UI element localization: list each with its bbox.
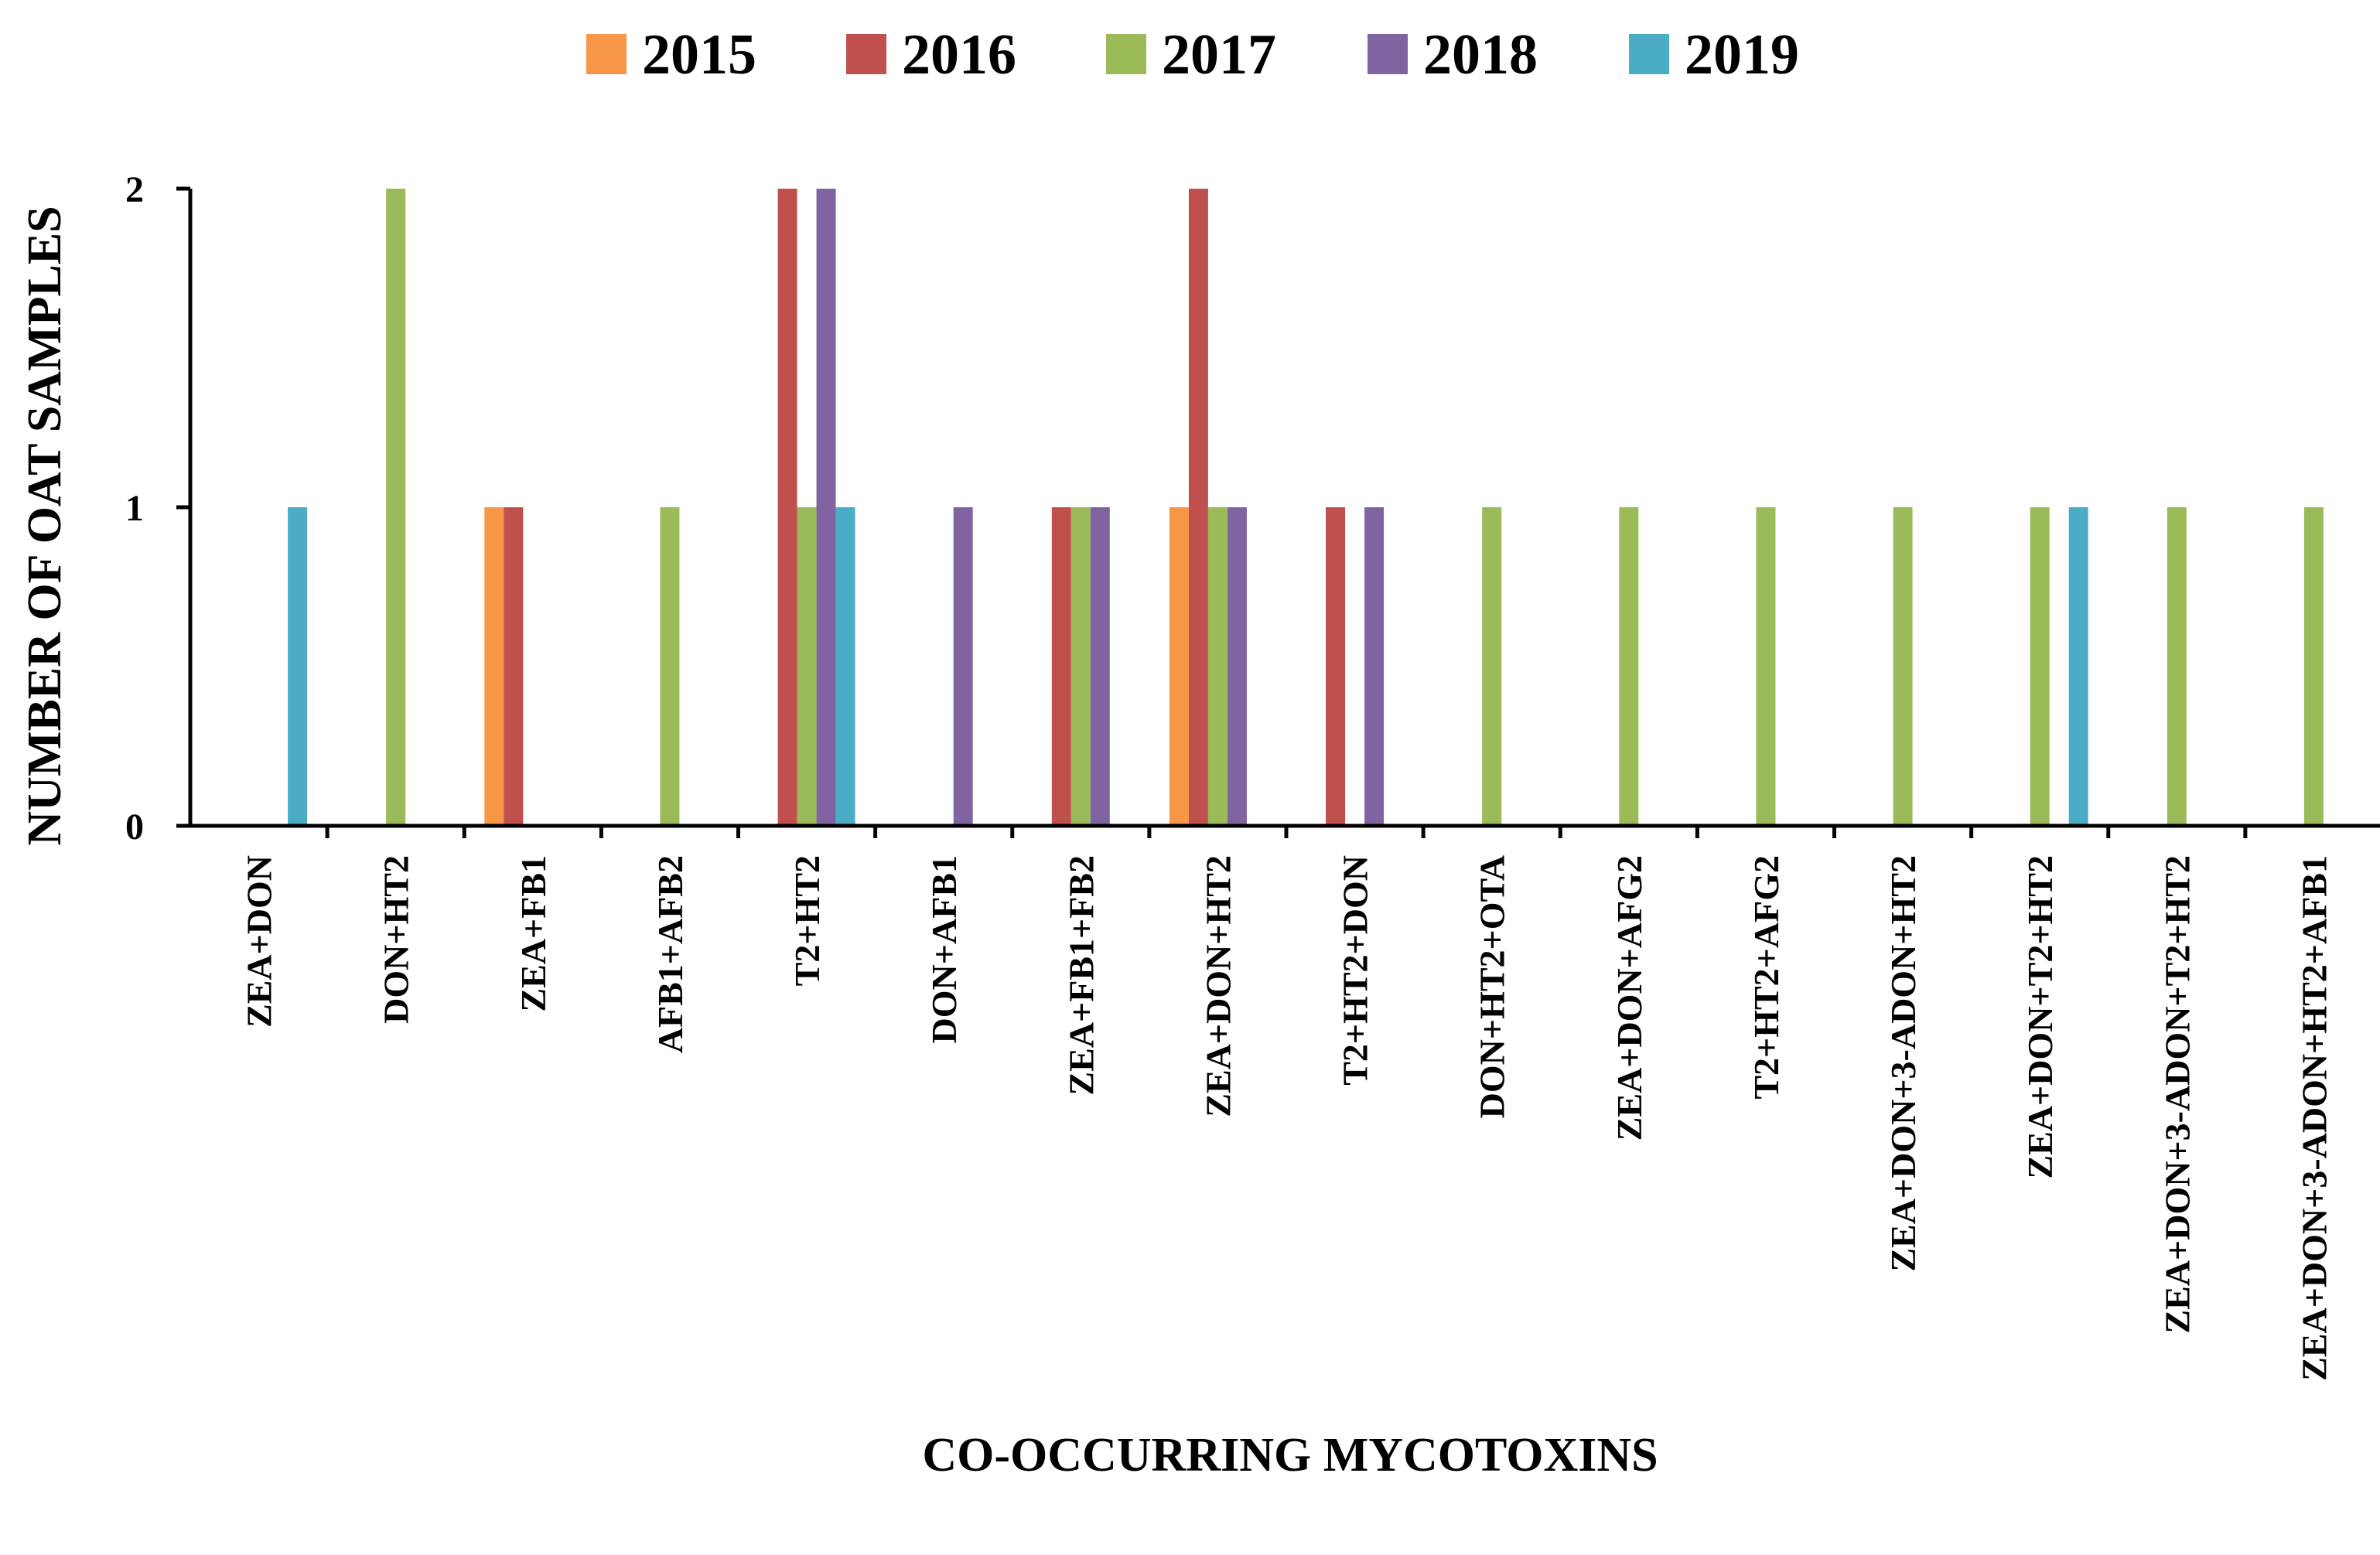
bar-2016-9 — [1326, 507, 1346, 826]
bar-2016-8 — [1188, 189, 1208, 826]
bar-2017-16 — [2303, 507, 2324, 826]
bar-2017-11 — [1619, 507, 1639, 826]
x-tick-label-5: T2+HT2 — [787, 855, 827, 986]
legend-item-2016: 2016 — [846, 23, 1016, 87]
y-ticks: 0 1 2 — [125, 169, 190, 847]
legend-swatch-2016 — [846, 34, 886, 74]
legend: 2015 2016 2017 2018 2019 — [586, 23, 1799, 87]
bar-2017-14 — [2030, 507, 2050, 826]
y-tick-label-1: 1 — [125, 488, 144, 529]
x-tick-label-14: ZEA+DON+T2+HT2 — [2020, 855, 2060, 1179]
bar-2017-4 — [660, 507, 680, 826]
bar-2016-7 — [1051, 507, 1071, 826]
x-tick-label-6: DON+AFB1 — [924, 855, 964, 1043]
legend-swatch-2019 — [1629, 34, 1669, 74]
legend-label-2016: 2016 — [902, 23, 1016, 87]
x-tick-label-15: ZEA+DON+3-ADON+T2+HT2 — [2157, 855, 2197, 1334]
legend-swatch-2017 — [1106, 34, 1146, 74]
bar-2018-5 — [816, 189, 836, 826]
x-tick-label-16: ZEA+DON+3-ADON+HT2+AFB1 — [2294, 855, 2334, 1381]
bar-2017-5 — [797, 507, 817, 826]
x-tick-label-11: ZEA+DON+AFG2 — [1610, 855, 1649, 1141]
bar-2018-7 — [1090, 507, 1110, 826]
legend-item-2018: 2018 — [1368, 23, 1538, 87]
bar-2015-3 — [484, 507, 504, 826]
x-tick-label-9: T2+HT2+DON — [1336, 855, 1375, 1086]
x-tick-label-3: ZEA+FB1 — [514, 855, 553, 1012]
legend-label-2015: 2015 — [642, 23, 756, 87]
bar-2018-9 — [1364, 507, 1385, 826]
y-tick-label-2: 2 — [125, 169, 144, 210]
legend-item-2017: 2017 — [1106, 23, 1276, 87]
x-tick-label-1: ZEA+DON — [240, 855, 279, 1028]
y-axis-title: NUMBER OF OAT SAMPLES — [19, 206, 71, 845]
bar-2017-10 — [1482, 507, 1502, 826]
legend-label-2017: 2017 — [1162, 23, 1276, 87]
legend-swatch-2015 — [586, 34, 627, 74]
bars — [288, 189, 2324, 826]
legend-label-2019: 2019 — [1685, 23, 1799, 87]
bar-2017-7 — [1070, 507, 1091, 826]
bar-2015-8 — [1169, 507, 1189, 826]
bar-2017-2 — [386, 189, 406, 826]
bar-2017-8 — [1207, 507, 1228, 826]
bar-2018-6 — [953, 507, 973, 826]
bar-2017-13 — [1893, 507, 1913, 826]
x-tick-label-13: ZEA+DON+3-ADON+HT2 — [1883, 855, 1923, 1272]
legend-item-2019: 2019 — [1629, 23, 1799, 87]
bar-2016-5 — [777, 189, 797, 826]
legend-swatch-2018 — [1368, 34, 1408, 74]
x-ticks: ZEA+DON DON+HT2 ZEA+FB1 AFB1+AFB2 T2+HT2 DON+… — [240, 826, 2334, 1381]
bar-2019-14 — [2068, 507, 2088, 826]
x-tick-label-4: AFB1+AFB2 — [650, 855, 690, 1053]
x-tick-label-8: ZEA+DON+HT2 — [1198, 855, 1238, 1117]
bar-2017-15 — [2167, 507, 2187, 826]
x-axis-title: CO-OCCURRING MYCOTOXINS — [922, 1429, 1658, 1482]
bar-2019-1 — [288, 507, 308, 826]
bar-2017-12 — [1756, 507, 1776, 826]
x-tick-label-2: DON+HT2 — [377, 855, 416, 1024]
x-tick-label-10: DON+HT2+OTA — [1473, 855, 1512, 1118]
bar-2018-8 — [1227, 507, 1247, 826]
y-tick-label-0: 0 — [125, 806, 144, 847]
legend-item-2015: 2015 — [586, 23, 756, 87]
bar-2016-3 — [504, 507, 524, 826]
legend-label-2018: 2018 — [1423, 23, 1538, 87]
bar-2019-5 — [835, 507, 855, 826]
x-tick-label-7: ZEA+FB1+FB2 — [1061, 855, 1101, 1096]
x-tick-label-12: T2+HT2+AFG2 — [1747, 855, 1786, 1100]
